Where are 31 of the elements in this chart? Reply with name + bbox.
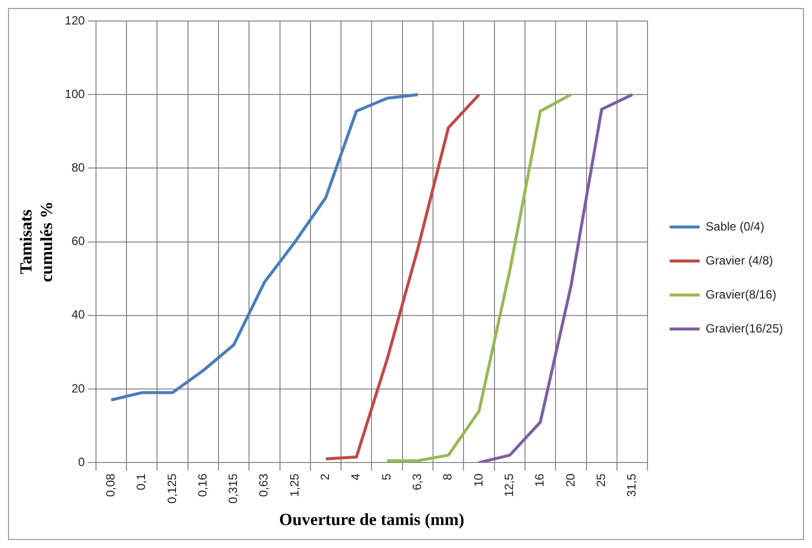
x-tick-label: 0,1: [134, 473, 148, 490]
x-tick-label: 2: [318, 473, 332, 480]
x-tick-label: 31,5: [624, 473, 639, 497]
x-tick-label: 25: [594, 473, 608, 487]
x-tick-label: 0,125: [164, 473, 179, 504]
legend-label: Gravier(16/25): [706, 321, 784, 336]
legend-label: Gravier(8/16): [706, 287, 776, 302]
x-tick-label: 5: [379, 473, 394, 480]
x-tick-label: 6,3: [410, 473, 424, 490]
y-tick-label: 80: [71, 160, 86, 175]
y-tick-label: 20: [71, 381, 86, 396]
legend-label: Sable (0/4): [706, 219, 764, 234]
x-tick-label: 4: [348, 473, 363, 480]
x-tick-label: 16: [532, 473, 547, 487]
x-axis-title: Ouverture de tamis (mm): [279, 510, 464, 530]
x-tick-label: 10: [471, 473, 486, 487]
x-tick-label: 20: [563, 473, 578, 487]
x-tick-label: 0,315: [226, 473, 240, 504]
x-tick-label: 0,63: [256, 473, 271, 497]
y-tick-label: 60: [71, 234, 86, 248]
x-tick-label: 8: [440, 473, 455, 480]
y-axis-title: Tamisats cumulés %: [16, 201, 56, 282]
x-tick-label: 1,25: [287, 473, 302, 497]
x-tick-label: 0,08: [103, 473, 118, 497]
y-tick-label: 100: [64, 86, 86, 101]
x-tick-label: 0,16: [195, 473, 210, 497]
legend-label: Gravier (4/8): [706, 253, 773, 268]
x-tick-label: 12,5: [502, 473, 516, 497]
y-tick-label: 40: [71, 308, 86, 322]
y-tick-label: 0: [78, 454, 86, 469]
y-tick-label: 120: [64, 13, 86, 28]
